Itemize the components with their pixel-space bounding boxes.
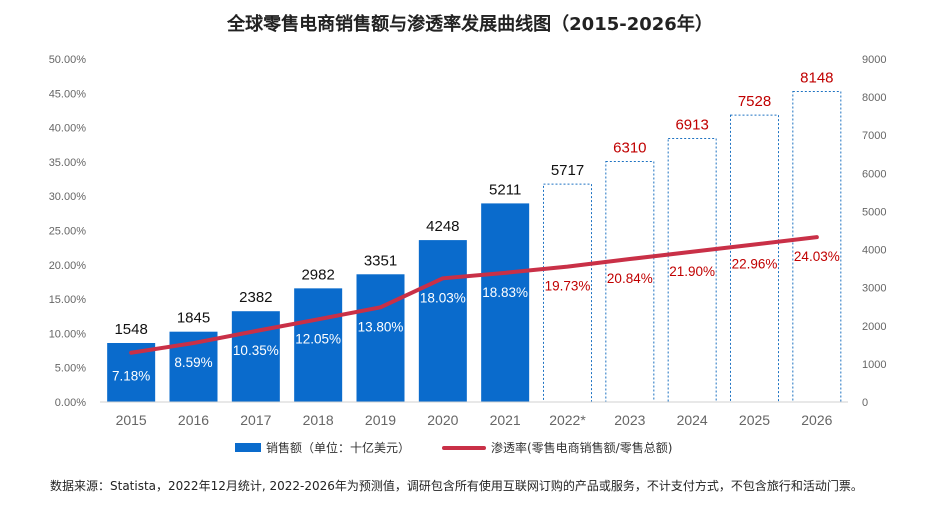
- x-axis-tick-label: 2017: [240, 412, 271, 428]
- line-value-label: 21.90%: [669, 264, 715, 279]
- bar-value-label: 2382: [239, 289, 272, 306]
- bar-value-label: 6913: [675, 117, 708, 134]
- right-axis-tick-label: 8000: [862, 92, 886, 104]
- bar: [356, 274, 405, 402]
- legend-label-sales: 销售额（单位：十亿美元）: [266, 441, 411, 455]
- x-axis-tick-label: 2025: [739, 412, 770, 428]
- bar: [481, 203, 530, 402]
- line-value-label: 18.03%: [420, 290, 466, 305]
- left-axis-tick-label: 10.00%: [49, 328, 87, 340]
- right-axis-tick-label: 4000: [862, 245, 886, 257]
- right-axis-tick-label: 7000: [862, 130, 886, 142]
- left-axis-tick-label: 30.00%: [49, 191, 87, 203]
- chart-area: 0.00% 5.00% 10.00% 15.00% 20.00% 25.00% 30.00%…: [49, 54, 887, 428]
- x-axis-tick-label: 2026: [801, 412, 832, 428]
- source-note: 数据来源：Statista，2022年12月统计, 2022-2026年为预测值…: [50, 479, 863, 493]
- right-axis-tick-label: 0: [862, 397, 868, 409]
- line-value-label: 12.05%: [295, 331, 341, 346]
- left-axis-tick-label: 5.00%: [55, 363, 86, 375]
- bar-value-label: 5211: [489, 181, 521, 198]
- x-axis-tick-label: 2021: [490, 412, 521, 428]
- legend: 销售额（单位：十亿美元） 渗透率(零售电商销售额/零售总额): [0, 439, 940, 461]
- x-axis-tick-label: 2015: [116, 412, 147, 428]
- chart-title: 全球零售电商销售额与渗透率发展曲线图（2015-2026年）: [227, 14, 713, 35]
- line-value-label: 10.35%: [233, 343, 279, 358]
- bar-value-label: 5717: [551, 162, 584, 179]
- left-axis-tick-label: 45.00%: [49, 88, 87, 100]
- right-axis-tick-label: 9000: [862, 54, 886, 66]
- left-axis-tick-label: 0.00%: [55, 397, 86, 409]
- bar: [294, 288, 343, 402]
- legend-swatch-bar: [235, 443, 261, 452]
- bar-value-label: 1548: [114, 321, 147, 338]
- right-axis-tick-label: 6000: [862, 168, 886, 180]
- left-axis-tick-label: 25.00%: [49, 226, 87, 238]
- line-value-label: 8.59%: [174, 355, 212, 370]
- bar-forecast: [667, 138, 717, 403]
- x-axis-tick-label: 2020: [427, 412, 458, 428]
- line-value-label: 22.96%: [732, 256, 778, 271]
- line-value-label: 20.84%: [607, 271, 653, 286]
- penetration-line: [129, 235, 819, 355]
- right-axis-tick-label: 5000: [862, 206, 886, 218]
- bar-forecast: [792, 90, 842, 403]
- bar: [418, 240, 467, 402]
- x-axis-tick-label: 2018: [303, 412, 334, 428]
- bar-value-label: 3351: [364, 252, 397, 269]
- legend-item-penetration: 渗透率(零售电商销售额/零售总额): [442, 439, 672, 456]
- bar-value-label: 6310: [613, 140, 646, 157]
- x-axis-tick-label: 2024: [677, 412, 708, 428]
- right-axis-tick-label: 2000: [862, 321, 886, 333]
- line-value-label: 24.03%: [794, 249, 840, 264]
- left-axis-tick-label: 35.00%: [49, 157, 87, 169]
- line-value-label: 18.83%: [482, 285, 528, 300]
- bar-value-label: 8148: [800, 69, 833, 86]
- bar-value-label: 4248: [426, 218, 459, 235]
- x-axis-tick-label: 2023: [614, 412, 645, 428]
- bar-forecast: [730, 114, 779, 403]
- bar-value-label: 2982: [301, 266, 334, 283]
- x-axis-tick-label: 2022*: [549, 412, 586, 428]
- line-value-label: 13.80%: [358, 319, 404, 334]
- line-value-label: 7.18%: [112, 369, 150, 384]
- bar-value-label: 1845: [177, 310, 210, 327]
- left-axis-tick-label: 15.00%: [49, 294, 87, 306]
- line-value-label: 19.73%: [545, 279, 591, 294]
- bar-value-label: 7528: [738, 93, 771, 110]
- legend-label-penetration: 渗透率(零售电商销售额/零售总额): [491, 441, 673, 455]
- right-axis-tick-label: 3000: [862, 283, 886, 295]
- right-axis-tick-label: 1000: [862, 359, 886, 371]
- x-axis-tick-label: 2016: [178, 412, 209, 428]
- x-axis-tick-label: 2019: [365, 412, 396, 428]
- legend-item-sales: 销售额（单位：十亿美元）: [235, 439, 410, 456]
- left-axis-tick-label: 20.00%: [49, 260, 87, 272]
- legend-swatch-line: [442, 445, 486, 450]
- left-axis-tick-label: 50.00%: [49, 54, 87, 66]
- left-axis-tick-label: 40.00%: [49, 123, 87, 135]
